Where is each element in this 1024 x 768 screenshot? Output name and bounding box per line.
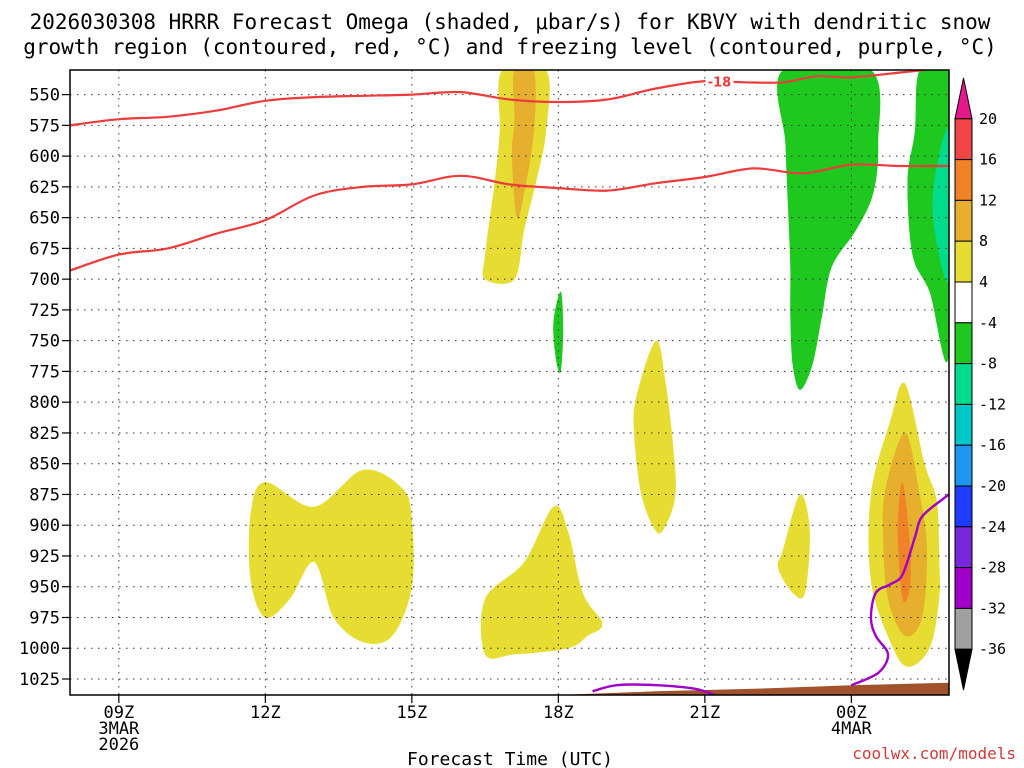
colorbar-swatch-top: [954, 77, 973, 120]
xtick-label-24-0: 00Z: [836, 703, 867, 723]
xtick-label-15-0: 15Z: [396, 703, 427, 723]
xtick-label-12-0: 12Z: [250, 703, 281, 723]
colorbar-swatch-5: [954, 281, 973, 324]
chart-title-line-1: 2026030308 HRRR Forecast Omega (shaded, …: [30, 10, 991, 34]
omega-region-7: [248, 469, 414, 644]
colorbar-label-13: -36: [979, 640, 1006, 658]
ytick-label-875: 875: [29, 485, 60, 505]
colorbar-label-1: 16: [979, 151, 997, 169]
colorbar-label-12: -32: [979, 599, 1006, 617]
xtick-label-18-0: 18Z: [543, 703, 574, 723]
colorbar-label-10: -24: [979, 518, 1006, 536]
x-axis-label: Forecast Time (UTC): [407, 749, 613, 768]
colorbar-label-11: -28: [979, 559, 1006, 577]
ytick-label-1000: 1000: [19, 639, 60, 659]
colorbar-swatch-2: [954, 159, 973, 201]
terrain-fill: [70, 682, 949, 695]
colorbar-swatch-7: [954, 363, 973, 405]
colorbar-swatch-6: [954, 322, 973, 365]
colorbar-swatch-10: [954, 485, 973, 528]
contour-label: -18: [708, 76, 732, 91]
colorbar-label-7: -12: [979, 395, 1006, 413]
contour-label-bg: [705, 73, 734, 89]
omega-region-12: [897, 482, 911, 603]
omega-shading: [248, 70, 949, 667]
colorbar-label-6: -8: [979, 355, 997, 373]
colorbar-swatch-9: [954, 444, 973, 487]
colorbar-swatch-11: [954, 526, 973, 569]
terrain-surface: [70, 682, 949, 695]
xtick-label-9-2: 2026: [98, 735, 139, 755]
dgz-contour-0: [70, 70, 936, 127]
ytick-label-925: 925: [29, 547, 60, 567]
dendritic-growth-contours: -18: [70, 70, 949, 272]
ytick-label-675: 675: [29, 239, 60, 259]
y-axis-ticks: 550 575 600 625 650 675 700 725 750 775 800 825 850 8…: [19, 86, 70, 690]
dgz-contour-1: [70, 163, 949, 272]
colorbar-swatch-bottom: [954, 648, 973, 691]
ytick-label-750: 750: [29, 332, 60, 352]
omega-region-1: [511, 70, 536, 219]
colorbar-swatch-1: [954, 118, 973, 161]
ytick-label-600: 600: [29, 147, 60, 167]
ytick-label-725: 725: [29, 301, 60, 321]
ytick-label-850: 850: [29, 455, 60, 475]
ytick-label-700: 700: [29, 270, 60, 290]
freezing-level-contour-1: [850, 493, 949, 687]
omega-region-8: [480, 505, 603, 659]
ytick-label-650: 650: [29, 209, 60, 229]
colorbar-label-4: 4: [979, 273, 988, 291]
colorbar-label-0: 20: [979, 110, 997, 128]
ytick-label-975: 975: [29, 608, 60, 628]
xtick-label-24-1: 4MAR: [831, 719, 873, 739]
omega-region-2: [777, 70, 881, 390]
omega-region-5: [553, 291, 564, 373]
omega-region-3: [907, 70, 949, 363]
ytick-label-900: 900: [29, 516, 60, 536]
xtick-label-21-0: 21Z: [689, 703, 720, 723]
omega-region-6: [633, 340, 676, 534]
xtick-label-9-1: 3MAR: [98, 719, 140, 739]
colorbar-label-3: 8: [979, 232, 988, 250]
colorbar: 20 16 12 8 4 -4 -8 -12 -16 -20 -24 -28 -32 -36: [954, 77, 1006, 691]
colorbar-swatch-13: [954, 607, 973, 650]
credit-text: coolwx.com/models: [852, 744, 1016, 763]
colorbar-label-8: -16: [979, 436, 1006, 454]
omega-region-9: [777, 494, 810, 599]
ytick-label-575: 575: [29, 116, 60, 136]
ytick-label-950: 950: [29, 578, 60, 598]
plot-frame: [69, 69, 950, 696]
freezing-level-contours: [592, 493, 949, 695]
freezing-level-contour-0: [592, 683, 715, 695]
ytick-label-550: 550: [29, 86, 60, 106]
colorbar-label-9: -20: [979, 477, 1006, 495]
ytick-label-625: 625: [29, 178, 60, 198]
ytick-label-800: 800: [29, 393, 60, 413]
plot-area: -18: [70, 70, 949, 695]
colorbar-swatch-12: [954, 567, 973, 609]
colorbar-label-2: 12: [979, 191, 997, 209]
chart-title-line-2: growth region (contoured, red, °C) and f…: [23, 35, 997, 59]
ytick-label-825: 825: [29, 424, 60, 444]
colorbar-label-5: -4: [979, 314, 997, 332]
ytick-label-775: 775: [29, 362, 60, 382]
colorbar-swatch-8: [954, 403, 973, 446]
xtick-label-9-0: 09Z: [103, 703, 134, 723]
colorbar-swatch-4: [954, 240, 973, 283]
colorbar-swatch-3: [954, 199, 973, 242]
ytick-label-1025: 1025: [19, 670, 60, 690]
